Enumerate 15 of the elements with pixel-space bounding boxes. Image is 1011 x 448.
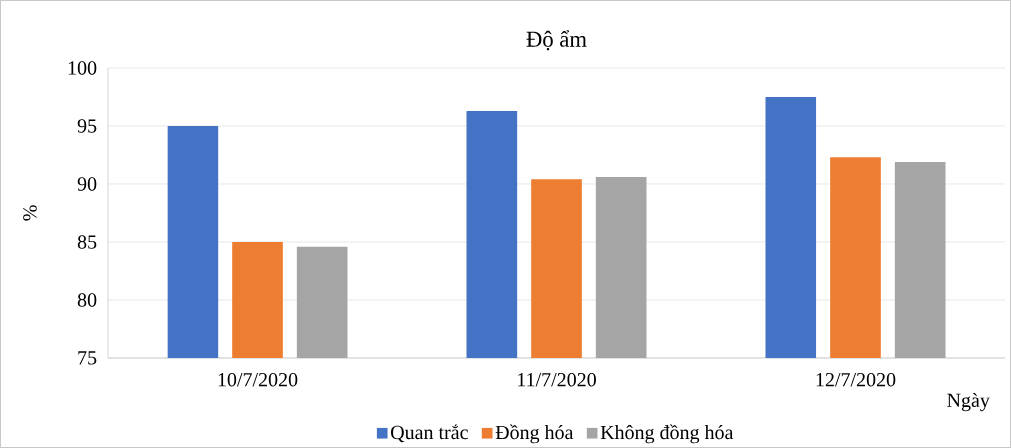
- chart-title: Độ ẩm: [526, 30, 587, 51]
- y-tick-label: 95: [77, 119, 97, 133]
- y-tick-label: 100: [68, 61, 97, 75]
- legend-label: Quan trắc: [391, 424, 468, 443]
- y-tick-label: 80: [77, 293, 97, 307]
- x-tick-label: 11/7/2020: [518, 372, 596, 387]
- x-axis-title: Ngày: [947, 392, 990, 412]
- y-axis-title: %: [23, 205, 37, 221]
- x-tick-label: 10/7/2020: [218, 372, 298, 387]
- y-tick-label: 75: [78, 351, 97, 365]
- legend-label: Không đồng hóa: [600, 424, 734, 444]
- legend-label: Đồng hóa: [495, 424, 574, 444]
- y-tick-label: 85: [77, 235, 97, 249]
- y-tick-label: 90: [77, 177, 97, 191]
- x-tick-label: 12/7/2020: [816, 372, 896, 387]
